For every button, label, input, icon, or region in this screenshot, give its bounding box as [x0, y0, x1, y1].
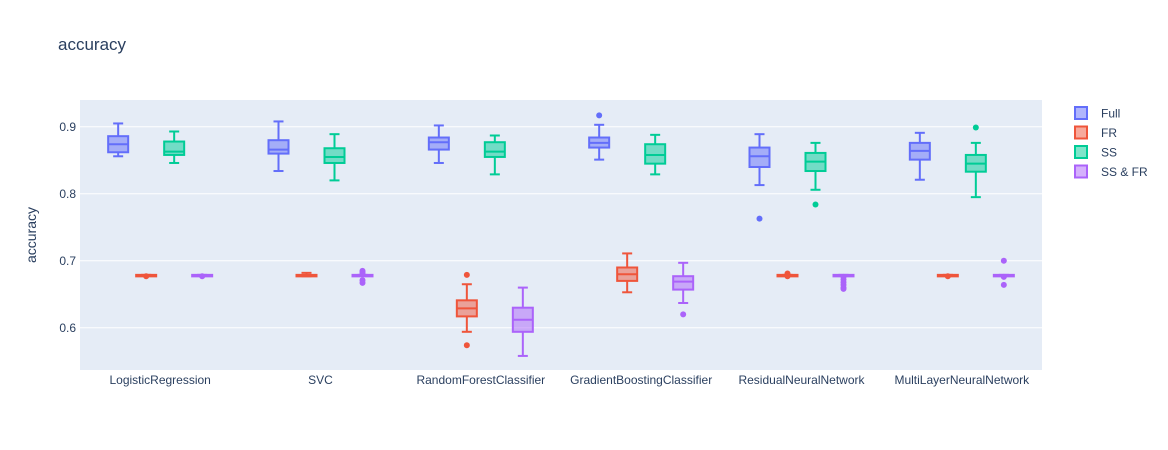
legend-label: Full — [1101, 107, 1120, 121]
y-tick-label: 0.8 — [59, 187, 76, 201]
box-ss-fr — [511, 286, 534, 357]
y-tick-label: 0.6 — [59, 321, 76, 335]
outlier-point — [199, 273, 206, 280]
box-ss-fr — [672, 261, 695, 318]
box-ss-fr — [832, 273, 855, 292]
outlier-point — [680, 311, 687, 318]
box-full — [748, 133, 771, 222]
gridlines — [80, 126, 1042, 329]
box-full — [588, 112, 611, 161]
box-ss-fr — [351, 267, 374, 286]
box-iqr — [163, 140, 186, 156]
box-ss — [163, 130, 186, 164]
box-iqr — [483, 141, 506, 158]
y-tick-label: 0.7 — [59, 254, 76, 268]
y-axis-ticks: 0.6 0.7 0.8 0.9 — [59, 120, 76, 335]
box-iqr — [427, 136, 450, 151]
legend-label: SS & FR — [1101, 165, 1148, 179]
outlier-point — [972, 124, 979, 131]
plot-area — [80, 100, 1042, 370]
x-tick-label: SVC — [308, 373, 333, 387]
y-axis-title: accuracy — [23, 207, 39, 263]
outlier-point — [596, 112, 603, 119]
box-ss-fr — [191, 273, 214, 280]
box-full — [267, 120, 290, 173]
box-fr — [135, 273, 158, 280]
x-tick-label: GradientBoostingClassifier — [570, 373, 712, 387]
box-fr — [616, 252, 639, 294]
box-fr — [295, 271, 318, 278]
legend-label: SS — [1101, 146, 1117, 160]
legend-item-ss[interactable]: SS — [1074, 145, 1117, 160]
x-tick-label: RandomForestClassifier — [416, 373, 545, 387]
boxes — [107, 112, 1015, 357]
box-iqr — [323, 147, 346, 164]
outlier-point — [463, 271, 470, 278]
box-fr — [936, 273, 959, 280]
x-axis-ticks: LogisticRegression SVC RandomForestClassif… — [109, 373, 1030, 387]
legend[interactable]: Full FR SS SS & FR — [1074, 106, 1148, 180]
legend-swatch — [1074, 145, 1088, 159]
x-tick-label: LogisticRegression — [109, 373, 210, 387]
outlier-point — [840, 285, 847, 292]
chart-title: accuracy — [58, 35, 127, 54]
outlier-point — [143, 273, 150, 280]
y-tick-label: 0.9 — [59, 120, 76, 134]
box-ss — [323, 133, 346, 182]
outlier-point — [1000, 257, 1007, 264]
box-fr — [455, 271, 478, 349]
outlier-point — [756, 215, 763, 222]
box-full — [908, 131, 931, 181]
legend-item-ss-fr[interactable]: SS & FR — [1074, 164, 1148, 179]
x-tick-label: ResidualNeuralNetwork — [738, 373, 865, 387]
box-iqr — [672, 275, 695, 291]
box-ss — [644, 133, 667, 176]
legend-item-fr[interactable]: FR — [1074, 125, 1117, 140]
outlier-point — [784, 273, 791, 280]
box-ss — [804, 141, 827, 208]
outlier-point — [359, 270, 366, 277]
box-iqr — [267, 139, 290, 155]
legend-item-full[interactable]: Full — [1074, 106, 1120, 121]
outlier-point — [812, 201, 819, 208]
box-full — [427, 124, 450, 164]
outlier-point — [359, 279, 366, 286]
outlier-point — [1000, 273, 1007, 280]
box-ss-fr — [992, 257, 1015, 288]
box-iqr — [644, 143, 667, 165]
outlier-point — [944, 273, 951, 280]
box-full — [107, 122, 130, 158]
legend-swatch — [1074, 125, 1088, 140]
legend-swatch — [1074, 164, 1088, 179]
outlier-point — [1000, 281, 1007, 288]
legend-swatch — [1074, 106, 1088, 120]
box-fr — [776, 270, 799, 280]
x-tick-label: MultiLayerNeuralNetwork — [894, 373, 1030, 387]
box-ss — [964, 124, 987, 199]
box-iqr — [748, 146, 771, 168]
legend-label: FR — [1101, 126, 1117, 140]
box-ss — [483, 134, 506, 176]
outlier-point — [463, 342, 470, 349]
